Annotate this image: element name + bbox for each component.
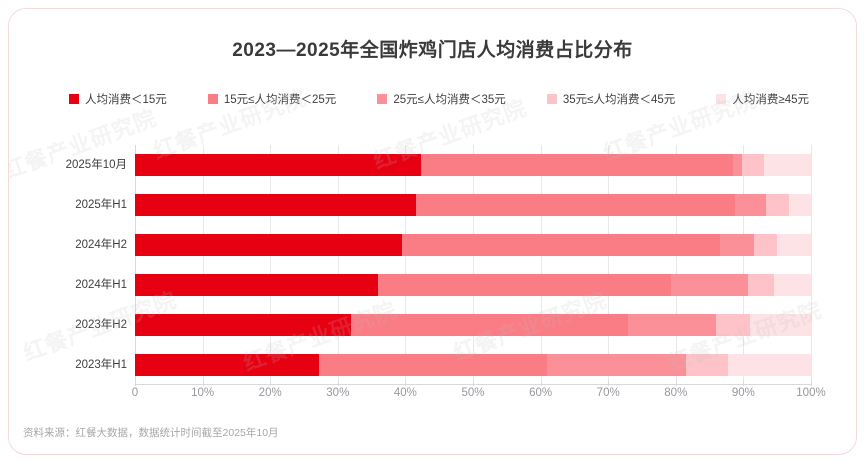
bar-segment[interactable] [135,234,403,256]
legend-item[interactable]: 人均消费＜15元 [69,91,167,107]
x-axis-tickmark [202,381,204,386]
bar-segment[interactable] [733,154,743,176]
x-axis-tick-label: 50% [461,387,485,399]
bar-segment[interactable] [719,234,754,256]
x-axis-tickmark [608,381,610,386]
legend-swatch-icon [377,94,388,104]
source-note: 资料来源：红餐大数据，数据统计时间截至2025年10月 [23,427,279,439]
bar-segment[interactable] [415,194,735,216]
bar-segment[interactable] [350,314,628,336]
gridline [540,145,542,385]
gridline [743,145,745,385]
bar-segment[interactable] [402,234,720,256]
x-axis-tick-label: 0 [131,387,139,399]
legend-label: 人均消费＜15元 [85,94,167,106]
bar-segment[interactable] [734,194,766,216]
bar-segment[interactable] [378,274,672,296]
chart-legend: 人均消费＜15元 15元≤人均消费＜25元 25元≤人均消费＜35元 35元≤人均消费… [69,91,809,107]
x-axis-tick-label: 10% [191,387,215,399]
gridline [270,145,272,385]
x-axis-tickmark [811,381,812,386]
legend-item[interactable]: 35元≤人均消费＜45元 [546,91,676,107]
bar-segment[interactable] [742,154,764,176]
bar-row[interactable] [135,234,811,256]
bar-segment[interactable] [765,194,789,216]
gridline [811,145,812,385]
legend-label: 人均消费≥45元 [732,94,809,106]
bar-segment[interactable] [716,314,751,336]
bar-row[interactable] [135,314,811,336]
x-axis-tick-labels: 0 10% 20% 30% 40% 50% 60% 70% 80% 90% 100% [131,381,826,409]
x-axis-tickmark [337,381,339,386]
x-axis-tickmark [540,381,542,386]
x-axis-tickmark [270,381,272,386]
x-axis-tickmark [135,381,136,386]
legend-swatch-icon [546,94,557,104]
x-axis-tickmark [405,381,407,386]
bar-row[interactable] [135,154,811,176]
bar-segment[interactable] [318,354,548,376]
x-axis-tickmark [473,381,474,386]
legend-item[interactable]: 25元≤人均消费＜35元 [377,91,506,107]
bar-segment[interactable] [773,274,811,296]
x-axis-tick-label: 70% [596,387,620,399]
gridline [337,145,339,385]
x-axis-tickmark [675,381,677,386]
gridline [405,145,407,385]
bar-segment[interactable] [753,234,777,256]
bar-segment[interactable] [750,314,811,336]
x-axis-tick-label: 30% [326,387,350,399]
bar-row[interactable] [135,354,811,376]
bar-segment[interactable] [763,154,811,176]
y-axis-label: 2023年H2 [75,319,127,331]
bar-segment[interactable] [671,274,749,296]
x-axis-tick-label: 20% [258,387,282,399]
legend-swatch-icon [716,94,727,104]
bar-segment[interactable] [135,194,416,216]
x-axis-tick-label: 60% [529,387,553,399]
bar-segment[interactable] [627,314,717,336]
bar-segment[interactable] [135,154,421,176]
plot-area [135,145,812,385]
legend-label: 15元≤人均消费＜25元 [223,94,337,106]
bar-row[interactable] [135,274,811,296]
chart-card: 红餐产业研究院 红餐产业研究院 红餐产业研究院 红餐产业研究院 红餐产业研究院 … [8,8,857,455]
bar-segment[interactable] [547,354,686,376]
y-axis-category-labels: 2025年10月 2025年H1 2024年H2 2024年H1 2023年H2 2023… [15,145,127,385]
bar-segment[interactable] [685,354,728,376]
x-axis-tick-label: 80% [664,387,688,399]
bar-row[interactable] [135,194,811,216]
gridline [608,145,610,385]
bar-segment[interactable] [776,234,811,256]
gridline [675,145,677,385]
chart-title: 2023—2025年全国炸鸡门店人均消费占比分布 [232,40,633,61]
bar-segment[interactable] [420,154,734,176]
x-axis-tick-label: 40% [393,387,417,399]
legend-swatch-icon [207,94,218,104]
legend-swatch-icon [69,94,79,104]
legend-item[interactable]: 15元≤人均消费＜25元 [207,91,337,107]
y-axis-label: 2025年H1 [75,199,127,211]
gridline [202,145,204,385]
bar-segment[interactable] [748,274,774,296]
bar-segment[interactable] [727,354,811,376]
y-axis-label: 2025年10月 [65,159,127,171]
legend-label: 35元≤人均消费＜45元 [562,94,676,106]
bar-segment[interactable] [135,314,351,336]
bar-segment[interactable] [788,194,811,216]
x-axis-tickmark [743,381,745,386]
bar-segment[interactable] [135,354,319,376]
y-axis-label: 2024年H2 [75,239,127,251]
x-axis-tick-label: 100% [796,387,826,399]
y-axis-label: 2023年H1 [75,359,127,371]
legend-label: 25元≤人均消费＜35元 [393,94,506,106]
x-axis-tick-label: 90% [731,387,755,399]
y-axis-label: 2024年H1 [75,279,127,291]
bar-segment[interactable] [135,274,379,296]
legend-item[interactable]: 人均消费≥45元 [716,91,809,107]
gridline [473,145,474,385]
